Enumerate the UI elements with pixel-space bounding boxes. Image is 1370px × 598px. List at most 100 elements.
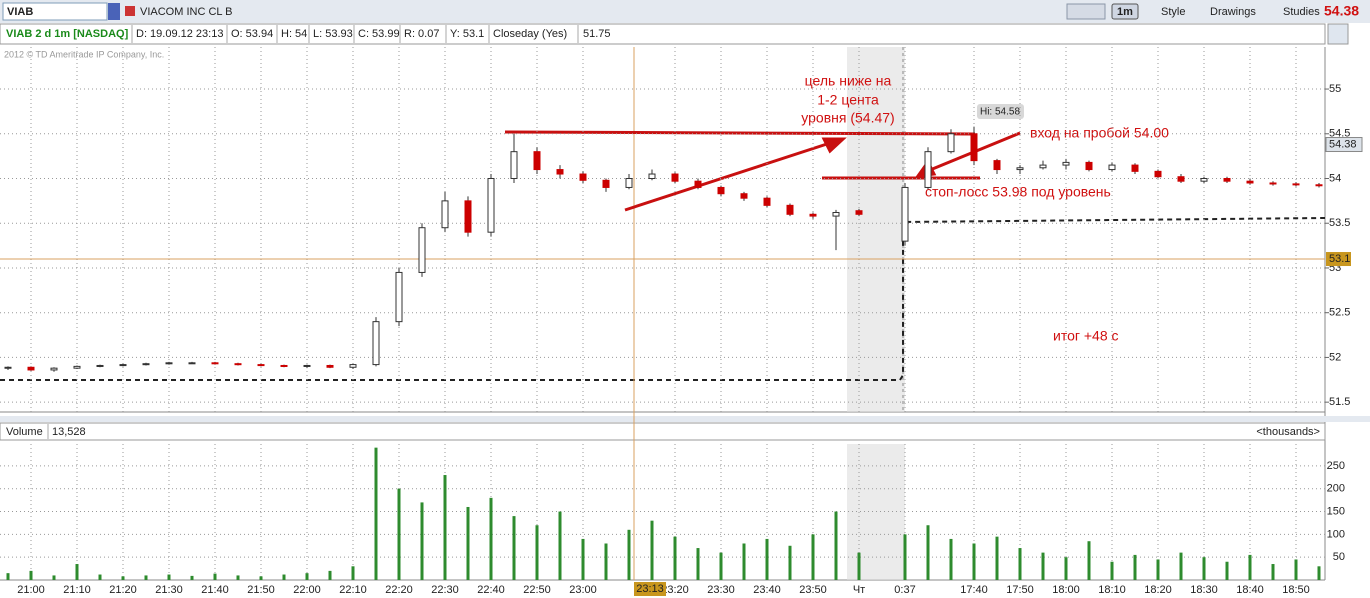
volume-bar	[1018, 548, 1022, 580]
volume-bar	[374, 447, 378, 580]
x-tick-label: 21:30	[155, 584, 183, 596]
volume-bar	[742, 543, 746, 580]
candle-body	[188, 362, 196, 365]
volume-bar	[1133, 554, 1137, 580]
candle-body	[786, 204, 794, 215]
candle-body	[1315, 184, 1323, 187]
y-tick-label: 53.5	[1329, 217, 1350, 229]
volume-bar	[995, 536, 999, 580]
volume-bar	[443, 475, 447, 580]
candle-body	[533, 151, 541, 171]
info-bar	[0, 23, 1326, 45]
candle-body	[50, 367, 58, 371]
reference-line	[0, 217, 1326, 381]
volume-bar	[811, 534, 815, 580]
drawings-button[interactable]: Drawings	[1210, 6, 1256, 18]
volume-bar	[604, 543, 608, 580]
volume-bar	[236, 575, 240, 580]
volume-bar	[1064, 557, 1068, 580]
cursor-price-label: 53.1	[1329, 253, 1350, 265]
y-tick-label: 54.5	[1329, 128, 1350, 140]
volume-bar	[719, 552, 723, 580]
y-tick-label: 52.5	[1329, 307, 1350, 319]
last-price: 54.38	[1324, 3, 1359, 19]
candle-body	[257, 364, 265, 367]
cursor-time: 23:13	[636, 583, 664, 595]
volume-bar	[581, 538, 585, 580]
volume-bar	[190, 575, 194, 580]
x-tick-label: 18:50	[1282, 584, 1310, 596]
interval-button[interactable]	[1111, 3, 1139, 20]
candle-body	[119, 364, 127, 367]
x-tick-label: 18:10	[1098, 584, 1126, 596]
volume-bar	[213, 573, 217, 580]
volume-bar	[903, 534, 907, 580]
candle-body	[1085, 161, 1093, 171]
settings-button[interactable]	[1327, 23, 1349, 45]
x-tick-label: 22:20	[385, 584, 413, 596]
y-tick-label: 200	[1327, 483, 1345, 495]
x-tick-label: 17:40	[960, 584, 988, 596]
volume-bar	[926, 525, 930, 580]
x-tick-label: 23:40	[753, 584, 781, 596]
candle-body	[901, 186, 909, 242]
info-date: D: 19.09.12 23:13	[136, 28, 223, 40]
candle-body	[602, 179, 610, 188]
volume-bar	[1271, 564, 1275, 580]
candle-body	[1154, 170, 1162, 178]
style-button[interactable]: Style	[1161, 6, 1185, 18]
volume-bar	[167, 574, 171, 580]
annotation: 1-2 цента	[817, 92, 879, 108]
volume-bar	[1202, 557, 1206, 580]
candle-body	[694, 180, 702, 188]
volume-bar	[972, 543, 976, 580]
candle-body	[1016, 167, 1024, 171]
price-tag	[1325, 137, 1363, 153]
volume-bar	[788, 545, 792, 580]
volume-bar	[673, 536, 677, 580]
volume-bar	[558, 511, 562, 580]
symbol-dropdown[interactable]	[108, 3, 120, 20]
candle-body	[947, 133, 955, 153]
y-tick-label: 52	[1329, 351, 1341, 363]
price-tag	[1326, 252, 1351, 267]
volume-bar	[466, 506, 470, 580]
candle-body	[970, 133, 978, 162]
candle-body	[1177, 176, 1185, 182]
volume-bar	[259, 576, 263, 580]
volume-bar	[1225, 561, 1229, 580]
candle-body	[1200, 178, 1208, 182]
candle-body	[1062, 161, 1070, 166]
candle-body	[648, 173, 656, 180]
x-tick-label: 23:00	[569, 584, 597, 596]
splitter	[0, 416, 1370, 422]
volume-bar	[75, 564, 79, 580]
candle-body	[1039, 164, 1047, 169]
x-tick-label: 22:50	[523, 584, 551, 596]
volume-bar	[1179, 552, 1183, 580]
studies-button[interactable]: Studies	[1283, 6, 1320, 18]
y-tick-label: 100	[1327, 528, 1345, 540]
x-tick-label: 0:37	[894, 584, 915, 596]
x-tick-label: 22:30	[431, 584, 459, 596]
y-tick-label: 55	[1329, 83, 1341, 95]
volume-bar	[1110, 561, 1114, 580]
x-tick-label: 18:30	[1190, 584, 1218, 596]
y-tick-label: 250	[1327, 460, 1345, 472]
volume-bar	[305, 573, 309, 580]
volume-header	[0, 422, 1326, 441]
candle-body	[510, 151, 518, 180]
x-tick-label: 23:30	[707, 584, 735, 596]
symbol-box[interactable]	[2, 2, 108, 21]
annotation: стоп-лосс 53.98 под уровень	[925, 184, 1111, 200]
candle-body	[165, 362, 173, 365]
tool-icons[interactable]	[1066, 3, 1106, 20]
candle-body	[73, 365, 81, 369]
info-close: C: 53.99	[358, 28, 400, 40]
volume-bar	[144, 575, 148, 580]
info-closeday: Closeday (Yes)	[493, 28, 567, 40]
candle-body	[395, 271, 403, 323]
volume-bar	[1156, 559, 1160, 580]
candle-body	[280, 364, 288, 367]
candle-body	[625, 178, 633, 188]
